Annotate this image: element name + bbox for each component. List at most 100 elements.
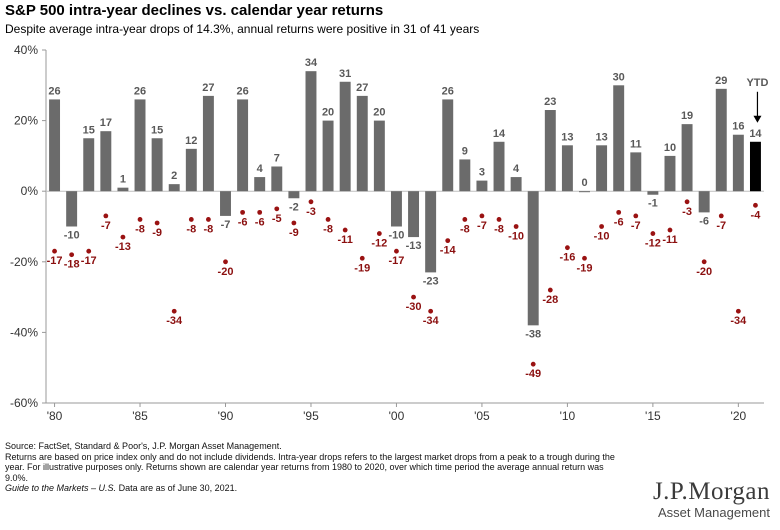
guide-date: Data are as of June 30, 2021. [116, 483, 238, 493]
decline-dot [291, 220, 297, 226]
jpmorgan-logo: J.P.Morgan Asset Management [653, 479, 770, 521]
guide-title: Guide to the Markets – U.S. [5, 483, 117, 493]
decline-label: -7 [716, 220, 726, 232]
decline-dot [479, 213, 485, 219]
y-tick-label: -20% [10, 255, 38, 269]
decline-dot [154, 220, 160, 226]
return-label: 26 [48, 85, 60, 97]
decline-dot [753, 202, 758, 208]
decline-label: -19 [354, 262, 370, 274]
decline-dot [171, 308, 177, 314]
return-bar [579, 191, 590, 193]
decline-label: -34 [730, 315, 747, 327]
return-bar [390, 191, 402, 227]
ytd-label: YTD [746, 77, 768, 89]
return-label: 3 [479, 167, 485, 179]
return-label: 29 [715, 75, 727, 87]
decline-dot [206, 217, 211, 222]
decline-label: -19 [577, 262, 593, 274]
decline-dot [274, 206, 280, 212]
return-label: -1 [648, 198, 658, 210]
return-bar [442, 99, 454, 192]
decline-label: -7 [477, 220, 487, 232]
return-label: -38 [525, 328, 541, 340]
decline-dot [565, 245, 570, 251]
return-bar [476, 180, 488, 192]
return-bar [664, 155, 676, 192]
return-bar [100, 131, 112, 192]
return-label: 16 [732, 121, 744, 133]
decline-label: -20 [696, 266, 712, 278]
decline-dot [411, 294, 416, 300]
return-bar [732, 134, 744, 192]
decline-dot [308, 199, 314, 205]
decline-label: -3 [306, 206, 316, 218]
decline-dot [52, 248, 57, 254]
methodology-note: Returns are based on price index only an… [5, 451, 615, 483]
return-label: 20 [322, 107, 334, 119]
return-label: 23 [544, 96, 556, 108]
return-bars [49, 71, 761, 326]
decline-label: -8 [204, 223, 214, 235]
return-bar [425, 191, 437, 273]
decline-label: -11 [338, 234, 353, 246]
decline-label: -17 [388, 255, 404, 267]
return-label: 10 [664, 142, 676, 154]
decline-label: -10 [508, 231, 524, 243]
brand-subtitle: Asset Management [657, 505, 770, 520]
ytd-arrow-head [753, 115, 762, 123]
decline-dot [530, 361, 536, 367]
chart-title: S&P 500 intra-year declines vs. calendar… [5, 2, 384, 19]
decline-label: -18 [64, 259, 80, 271]
return-label: -13 [406, 240, 422, 252]
return-bar [681, 124, 693, 192]
y-tick-label: 0% [21, 184, 39, 198]
decline-dot [69, 252, 75, 258]
return-label: 30 [613, 71, 625, 83]
decline-label: -28 [542, 294, 558, 306]
decline-dot [188, 217, 194, 222]
return-bar [373, 120, 385, 192]
decline-label: -34 [423, 315, 440, 327]
x-tick-label: '85 [132, 409, 148, 423]
decline-dot [120, 234, 126, 240]
decline-dot [445, 238, 451, 244]
decline-label: -34 [166, 315, 183, 327]
decline-dot [650, 231, 656, 236]
return-bar [83, 138, 95, 192]
chart-axes: 40% 20% 0% -20% -40% -60% '80 '85 '90 '95 '00 '05 '1… [10, 43, 764, 423]
decline-label: -6 [238, 216, 248, 228]
decline-dot [684, 199, 690, 205]
decline-label: -4 [751, 209, 762, 221]
decline-dot [462, 217, 468, 222]
return-label: 26 [134, 85, 146, 97]
decline-dot [718, 213, 724, 219]
decline-label: -8 [460, 223, 470, 235]
return-label: 0 [581, 177, 587, 189]
x-tick-label: '80 [47, 409, 63, 423]
decline-dot [376, 231, 382, 236]
decline-label: -9 [152, 227, 162, 239]
return-bar [715, 88, 727, 192]
return-bar [408, 191, 420, 238]
decline-label: -20 [218, 266, 234, 278]
return-bar [561, 145, 573, 192]
decline-dot [257, 209, 263, 215]
decline-dot [325, 217, 331, 222]
decline-label: -8 [323, 223, 333, 235]
y-tick-label: 40% [14, 43, 38, 57]
return-label: 2 [171, 170, 177, 182]
footnotes: Source: FactSet, Standard & Poor's, J.P.… [5, 441, 625, 494]
return-label: 14 [493, 128, 506, 140]
return-bar [613, 85, 625, 192]
decline-label: -14 [440, 245, 457, 257]
return-label: 11 [630, 138, 642, 150]
decline-dot [582, 255, 587, 261]
return-label: 26 [442, 85, 454, 97]
return-label: 31 [339, 68, 351, 80]
decline-dots [52, 199, 758, 367]
return-bar [356, 95, 368, 192]
return-label: 14 [749, 128, 762, 140]
return-label: -10 [388, 230, 404, 242]
y-tick-label: -60% [10, 396, 38, 410]
